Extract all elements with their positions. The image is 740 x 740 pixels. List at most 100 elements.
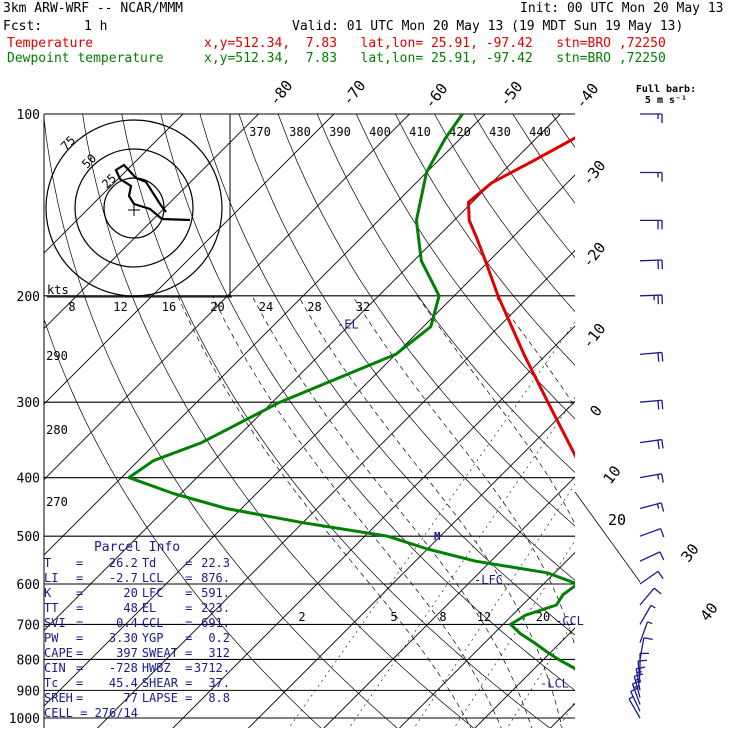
parcel-row: SVI = 0.4 CCL = 691. <box>44 616 230 631</box>
level-markers: -EL -LFC -CCL -LCL M <box>337 317 584 690</box>
parcel-eq: = <box>185 616 193 630</box>
mixing-ratio-label: 2 <box>298 610 305 624</box>
pressure-label: 200 <box>17 290 40 305</box>
parcel-info-title: Parcel Info <box>93 540 181 555</box>
isotherm <box>474 627 575 728</box>
parcel-field-value: 26.2 <box>108 556 138 570</box>
isotherm-label: -30 <box>579 157 610 189</box>
parcel-eq: = <box>76 691 84 705</box>
dry-adiabat <box>277 114 575 527</box>
dewpoint-trace <box>127 114 575 671</box>
wind-barb-shaft <box>639 570 659 585</box>
parcel-eq: = <box>185 661 193 675</box>
parcel-eq: = <box>76 646 84 660</box>
moist-adiabat <box>212 295 502 728</box>
parcel-field-value: 20 <box>123 586 138 600</box>
parcel-field-value: 223. <box>201 601 230 615</box>
level-lcl: -LCL <box>540 676 569 690</box>
wind-barb-shaft <box>639 351 662 356</box>
isotherm <box>96 249 575 728</box>
isotherm <box>623 114 740 731</box>
parcel-eq: = <box>185 646 193 660</box>
wind-barb <box>639 551 665 562</box>
parcel-field-label: LFC <box>141 586 164 600</box>
pressure-label: 1000 <box>9 712 40 727</box>
dry-adiabat <box>238 114 575 581</box>
parcel-row: LI = -2.7 LCL = 876. <box>44 571 230 586</box>
parcel-eq: = <box>76 676 84 690</box>
temperature-location-info: x,y=512.34, 7.83 lat,lon= 25.91, -97.42 … <box>204 36 666 51</box>
parcel-eq: = <box>76 571 84 585</box>
parcel-row: T = 26.2 Td = 22.3 <box>44 556 230 571</box>
mixing-ratio-label: 12 <box>113 300 127 314</box>
mixing-ratio-label: 32 <box>356 300 370 314</box>
legend-temperature: Temperature <box>7 36 94 51</box>
mixing-ratio-line <box>506 619 575 728</box>
parcel-field-value: -728 <box>108 661 138 675</box>
freezing-marker: M <box>434 530 441 543</box>
parcel-eq: = <box>76 601 84 615</box>
wind-barb-flag <box>657 440 660 450</box>
moist-adiabat <box>251 295 533 728</box>
profile-traces <box>127 114 575 671</box>
parcel-eq: = <box>185 556 193 570</box>
isotherm-label: 20 <box>608 511 626 529</box>
theta-label: 410 <box>409 125 431 139</box>
wind-barb-flag <box>647 621 653 625</box>
parcel-row: PW = 3.30 YGP = 0.2 <box>44 631 230 646</box>
theta-label: 290 <box>46 349 68 363</box>
theta-label: 370 <box>249 125 271 139</box>
dry-adiabat <box>160 114 575 691</box>
mixing-ratio-line <box>453 540 575 728</box>
mixing-ratio-label: 20 <box>210 300 224 314</box>
parcel-field-label: Tc <box>44 676 59 690</box>
isotherm <box>247 400 575 728</box>
wind-barb-shaft <box>639 473 662 479</box>
hodograph-ring-label: 25 <box>99 171 119 191</box>
parcel-field-label: CAPE <box>44 646 73 660</box>
wind-barb <box>639 351 664 362</box>
wind-barb-flag <box>661 439 664 449</box>
pressure-label: 300 <box>17 396 40 411</box>
wind-barb-flag <box>660 528 665 538</box>
isotherm-label: 30 <box>677 540 702 565</box>
mixing-ratio-line <box>558 700 575 728</box>
model-title: 3km ARW-WRF -- NCAR/MMM <box>3 1 184 16</box>
moist-adiabat <box>177 295 472 728</box>
wind-barb-shaft <box>628 698 641 719</box>
mixing-ratio-label: 20 <box>536 610 550 624</box>
wind-barb <box>639 604 656 625</box>
level-ccl: -CCL <box>555 614 584 628</box>
isotherm <box>44 114 486 556</box>
wind-barb-frame <box>574 491 641 583</box>
wind-barb-flag <box>660 502 665 512</box>
parcel-field-label: T <box>44 556 52 570</box>
isobars <box>43 113 575 728</box>
wind-barb-shaft <box>639 621 649 643</box>
parcel-field-label: LAPSE <box>141 691 178 705</box>
wind-barb-flag <box>650 604 656 609</box>
mixing-ratio-line <box>707 296 740 731</box>
wind-barb-flag <box>634 673 644 677</box>
parcel-field-value: 22.3 <box>201 556 230 570</box>
isotherm <box>44 114 410 481</box>
isotherm <box>172 325 575 728</box>
hodograph-unit: kts <box>47 283 69 297</box>
moist-adiabat <box>687 296 732 731</box>
dewpoint-location-info: x,y=512.34, 7.83 lat,lon= 25.91, -97.42 … <box>204 51 666 66</box>
isotherm-label: -20 <box>579 239 610 271</box>
dry-adiabat <box>82 114 475 728</box>
parcel-eq: = <box>76 556 84 570</box>
wind-barb-shaft <box>639 502 662 510</box>
wind-barb-flag <box>659 551 665 561</box>
pressure-label: 500 <box>17 530 40 545</box>
wind-barb-shaft <box>639 294 663 297</box>
parcel-field-value: 397 <box>116 646 138 660</box>
wind-barb <box>639 637 653 660</box>
moist-adiabat <box>495 295 575 408</box>
wind-barb-flag <box>657 571 664 580</box>
dry-adiabat <box>395 114 575 366</box>
hodograph-ring-label: 75 <box>58 133 78 153</box>
theta-label: 390 <box>329 125 351 139</box>
level-lfc: -LFC <box>474 573 503 587</box>
